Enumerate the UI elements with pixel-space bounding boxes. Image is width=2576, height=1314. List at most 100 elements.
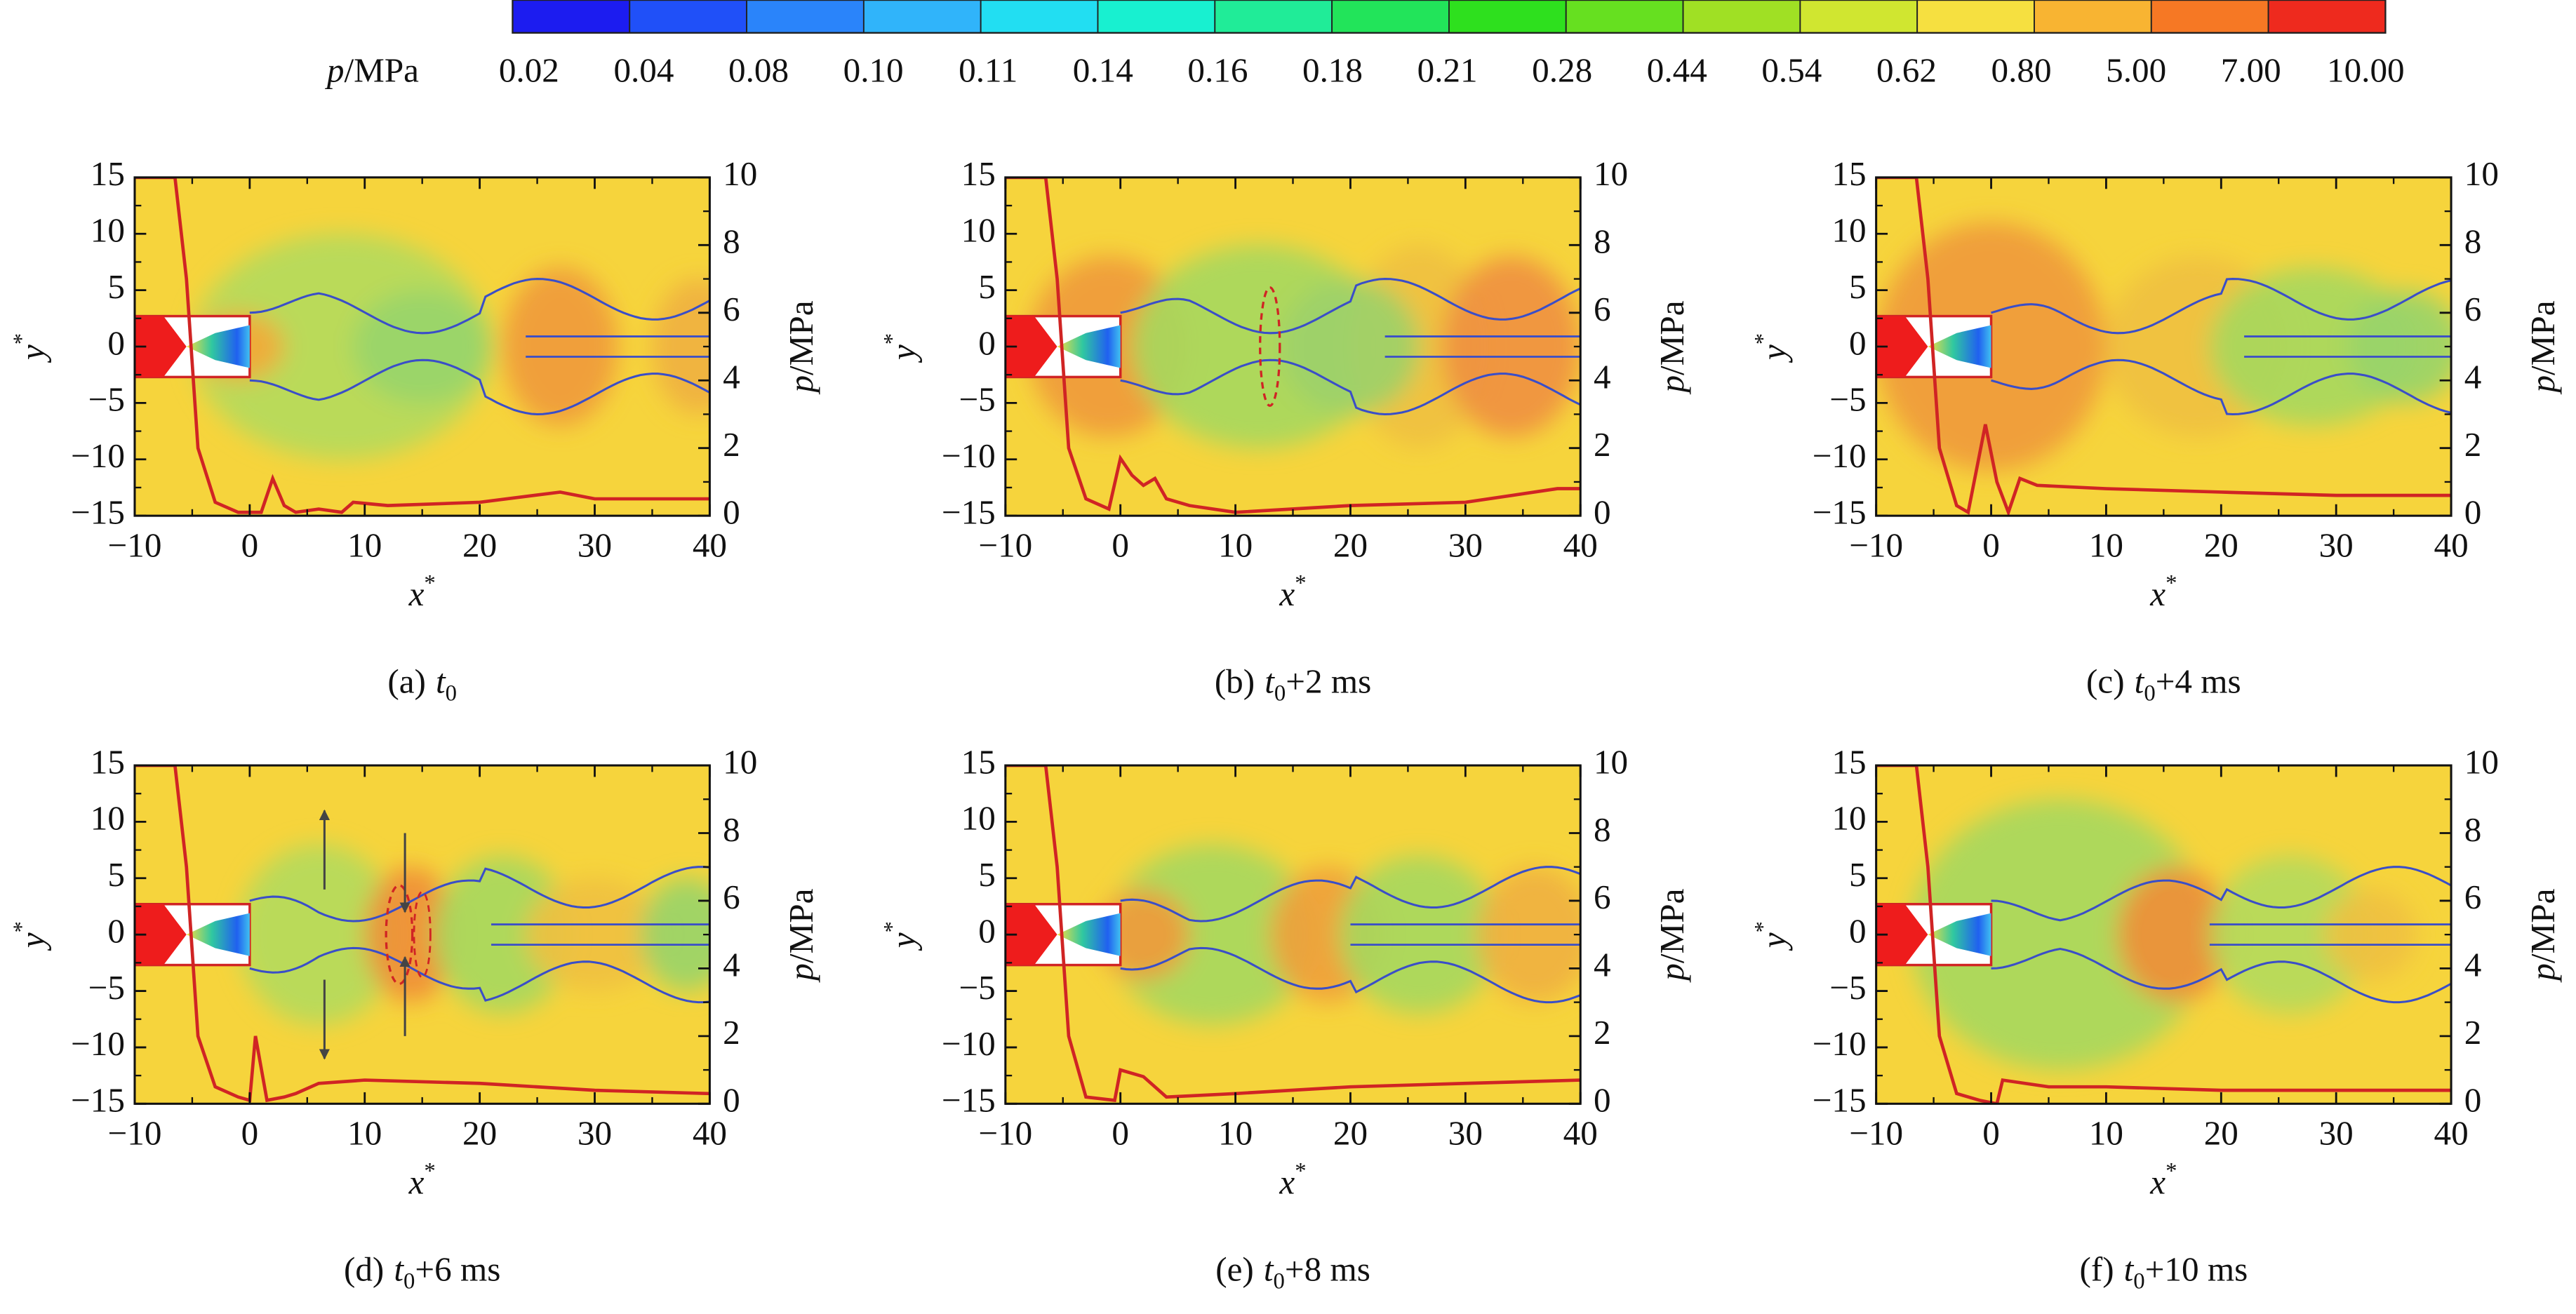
contour-field xyxy=(1876,177,2452,516)
y2-tick-label: 8 xyxy=(2464,810,2482,849)
caption-var: t xyxy=(394,1250,404,1289)
panel: −10 0 10 20 30 40−15−10−50510150246810x*y*p/M… xyxy=(879,742,1691,1294)
caption-suffix: +10 ms xyxy=(2145,1250,2248,1289)
y2-tick-label: 0 xyxy=(1594,492,1611,531)
field-region xyxy=(2324,889,2417,980)
y-tick-label: −5 xyxy=(88,968,125,1007)
contour-field xyxy=(134,765,710,1104)
x-axis-label-sup: * xyxy=(2165,1158,2177,1184)
y-axis-label-sup: * xyxy=(8,333,34,344)
y-tick-label: 5 xyxy=(107,267,125,306)
y2-axis-label-var: p xyxy=(1653,375,1691,395)
colorbar-label: 0.08 xyxy=(728,51,789,90)
x-tick-label: 30 xyxy=(1448,1113,1483,1152)
x-axis-label: x* xyxy=(2149,1158,2177,1201)
field-region xyxy=(502,267,618,426)
colorbar-segment xyxy=(512,0,631,34)
annotation-ellipse xyxy=(413,890,432,979)
caption-prefix: (d) xyxy=(344,1250,384,1289)
field-region xyxy=(1109,844,1316,1025)
y2-tick-label: 4 xyxy=(1594,358,1611,396)
y2-tick-label: 6 xyxy=(2464,290,2482,328)
y2-tick-label: 0 xyxy=(723,1081,740,1120)
y-axis-label-var: y xyxy=(13,344,52,363)
y-tick-label: −5 xyxy=(959,968,995,1007)
x-axis-label-sup: * xyxy=(1295,1158,1306,1184)
panel: −10 0 10 20 30 40−15−10−50510150246810x*y*p/M… xyxy=(8,154,820,706)
x-axis-label-var: x xyxy=(1279,575,1295,613)
colorbar-label: 0.10 xyxy=(843,51,904,90)
y-tick-label: 0 xyxy=(978,911,996,950)
x-tick-label: 0 xyxy=(1982,1113,2000,1152)
y2-axis-label: p/MPa xyxy=(1653,300,1691,394)
y2-axis-label-var: p xyxy=(1653,963,1691,983)
y-axis-label-sup: * xyxy=(8,921,34,932)
caption-sub: 0 xyxy=(403,1268,415,1294)
contour-line xyxy=(1991,358,2452,415)
x-axis-label-sup: * xyxy=(424,1158,435,1184)
x-axis-label-sup: * xyxy=(424,570,435,596)
y-axis-label-sup: * xyxy=(1750,921,1775,932)
y2-tick-label: 2 xyxy=(1594,425,1611,464)
x-axis-label: x* xyxy=(1279,570,1306,613)
nozzle-plug xyxy=(1876,904,1928,965)
nozzle-flow xyxy=(1928,325,1991,368)
colorbar-label: 7.00 xyxy=(2221,51,2281,90)
colorbar-label: 0.04 xyxy=(613,51,674,90)
y-tick-label: −15 xyxy=(71,1081,125,1120)
x-tick-label: 10 xyxy=(2089,525,2123,564)
y2-tick-label: 8 xyxy=(723,810,740,849)
field-region xyxy=(2347,290,2452,403)
panel-caption: (a) t0 xyxy=(387,662,457,706)
y2-axis-label-var: p xyxy=(2523,963,2562,983)
annotation-ellipse xyxy=(385,884,414,986)
nozzle-plug xyxy=(1876,316,1928,377)
x-tick-label: 0 xyxy=(241,1113,259,1152)
caption-var: t xyxy=(1264,1250,1274,1289)
y2-tick-label: 8 xyxy=(723,222,740,261)
y2-tick-label: 0 xyxy=(1594,1081,1611,1120)
caption-var: t xyxy=(436,662,446,701)
panel: −10 0 10 20 30 40−15−10−50510150246810x*y*p/M… xyxy=(1750,154,2562,706)
field-region xyxy=(364,866,457,1003)
panel: −10 0 10 20 30 40−15−10−50510150246810x*y*p/M… xyxy=(8,742,820,1294)
panel-caption: (c) t0+4 ms xyxy=(2086,662,2241,706)
y2-tick-label: 10 xyxy=(1594,154,1628,193)
y2-axis-label-unit: /MPa xyxy=(1653,300,1691,375)
contour-field xyxy=(1876,765,2452,1104)
y2-axis-label: p/MPa xyxy=(1653,888,1691,982)
x-axis-label-var: x xyxy=(408,1163,425,1202)
nozzle-plug xyxy=(1005,316,1057,377)
x-tick-label: 30 xyxy=(578,1113,612,1152)
field-region xyxy=(238,844,399,1025)
nozzle-flow xyxy=(1057,325,1121,368)
y-tick-label: 15 xyxy=(961,154,996,193)
x-axis-label-var: x xyxy=(408,575,425,613)
x-tick-label: 30 xyxy=(578,525,612,564)
y-tick-label: −10 xyxy=(942,436,996,475)
x-axis-label: x* xyxy=(2149,570,2177,613)
colorbar-segment xyxy=(1916,0,2035,34)
y-tick-label: 10 xyxy=(91,211,125,250)
y-axis-label-sup: * xyxy=(1750,333,1775,344)
x-tick-label: 0 xyxy=(1982,525,2000,564)
colorbar-label: 5.00 xyxy=(2106,51,2166,90)
y-tick-label: −15 xyxy=(71,492,125,531)
pressure-line xyxy=(1876,765,2452,1104)
y-tick-label: 0 xyxy=(1849,323,1867,362)
y-tick-label: −10 xyxy=(1813,1024,1867,1063)
caption-sub: 0 xyxy=(446,681,457,706)
y2-tick-label: 10 xyxy=(1594,742,1628,781)
caption-suffix: +2 ms xyxy=(1286,662,1371,701)
y-tick-label: −10 xyxy=(1813,436,1867,475)
x-axis-label-var: x xyxy=(2149,1163,2165,1202)
nozzle-plug xyxy=(1005,904,1057,965)
x-tick-label: 20 xyxy=(1333,1113,1368,1152)
y2-tick-label: 6 xyxy=(1594,878,1611,916)
y2-axis-label: p/MPa xyxy=(782,888,820,982)
x-tick-label: 40 xyxy=(693,525,727,564)
x-axis-label-sup: * xyxy=(2165,570,2177,596)
x-tick-label: 30 xyxy=(2319,1113,2354,1152)
x-axis-label-var: x xyxy=(1279,1163,1295,1202)
colorbar-title-var: p xyxy=(325,51,345,90)
